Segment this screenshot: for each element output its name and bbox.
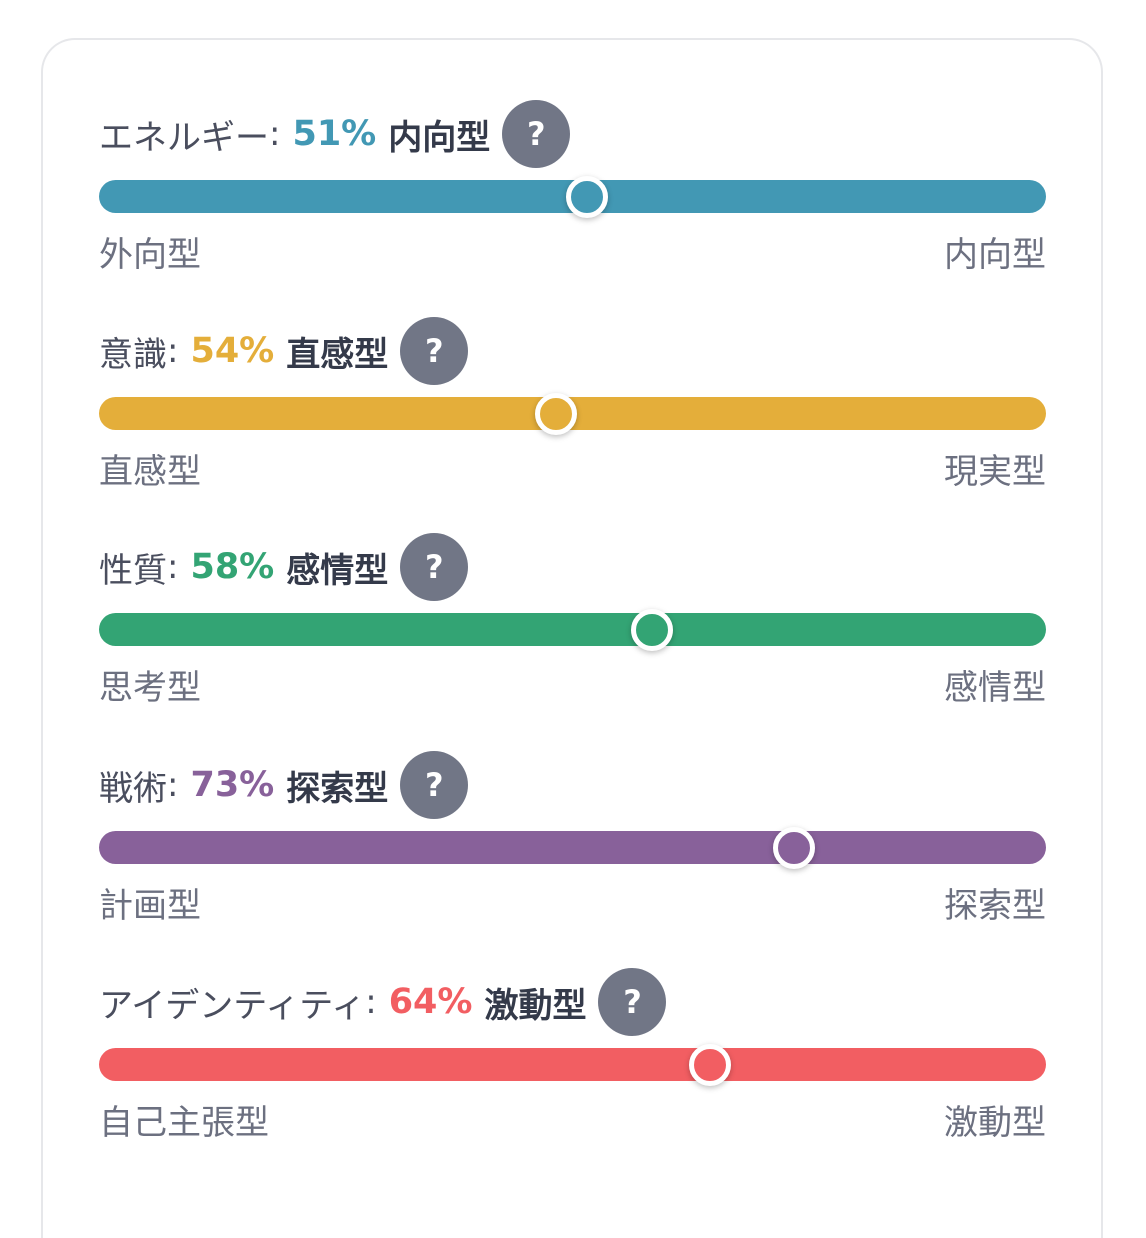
trait-name: エネルギー <box>99 117 269 158</box>
slider-thumb[interactable] <box>565 175 608 218</box>
trait-colon: : <box>269 114 281 154</box>
trait-colon: : <box>167 331 179 371</box>
trait-percent: 54% <box>190 331 275 371</box>
trait-slider-track[interactable] <box>99 392 1046 435</box>
slider-thumb[interactable] <box>535 392 578 435</box>
trait-percent: 58% <box>190 547 275 587</box>
trait-header: エネルギー: 51% 内向型 ? <box>99 99 571 169</box>
trait-colon: : <box>167 765 179 805</box>
slider-thumb[interactable] <box>688 1043 731 1086</box>
help-icon[interactable]: ? <box>598 968 667 1036</box>
trait-percent: 73% <box>190 765 275 805</box>
help-icon[interactable]: ? <box>400 317 469 385</box>
right-pole-label: 激動型 <box>944 1103 1046 1143</box>
trait-name: 意識 <box>99 334 167 375</box>
help-icon[interactable]: ? <box>400 751 469 819</box>
right-pole-label: 感情型 <box>944 668 1046 708</box>
trait-header: アイデンティティ: 64% 激動型 ? <box>99 967 667 1037</box>
trait-result: 探索型 <box>286 768 389 809</box>
trait-percent: 64% <box>388 982 473 1022</box>
left-pole-label: 外向型 <box>99 235 201 275</box>
right-pole-label: 現実型 <box>944 452 1046 492</box>
help-icon[interactable]: ? <box>502 100 571 168</box>
trait-slider-track[interactable] <box>99 826 1046 869</box>
trait-header: 戦術: 73% 探索型 ? <box>99 750 469 820</box>
slider-thumb[interactable] <box>631 608 674 651</box>
left-pole-label: 思考型 <box>99 668 201 708</box>
trait-header: 性質: 58% 感情型 ? <box>99 532 469 602</box>
trait-result: 激動型 <box>484 985 587 1026</box>
left-pole-label: 計画型 <box>99 886 201 926</box>
trait-colon: : <box>167 547 179 587</box>
right-pole-label: 探索型 <box>944 886 1046 926</box>
trait-result: 直感型 <box>286 334 389 375</box>
help-icon[interactable]: ? <box>400 533 469 601</box>
trait-colon: : <box>365 982 377 1022</box>
trait-slider-track[interactable] <box>99 1043 1046 1086</box>
trait-slider-track[interactable] <box>99 608 1046 651</box>
trait-name: 性質 <box>99 550 167 591</box>
trait-percent: 51% <box>292 114 377 154</box>
trait-header: 意識: 54% 直感型 ? <box>99 316 469 386</box>
trait-result: 内向型 <box>388 117 491 158</box>
slider-thumb[interactable] <box>773 826 816 869</box>
trait-name: 戦術 <box>99 768 167 809</box>
left-pole-label: 自己主張型 <box>99 1103 269 1143</box>
right-pole-label: 内向型 <box>944 235 1046 275</box>
trait-result: 感情型 <box>286 550 389 591</box>
trait-name: アイデンティティ <box>99 985 366 1026</box>
left-pole-label: 直感型 <box>99 452 201 492</box>
trait-slider-track[interactable] <box>99 175 1046 218</box>
